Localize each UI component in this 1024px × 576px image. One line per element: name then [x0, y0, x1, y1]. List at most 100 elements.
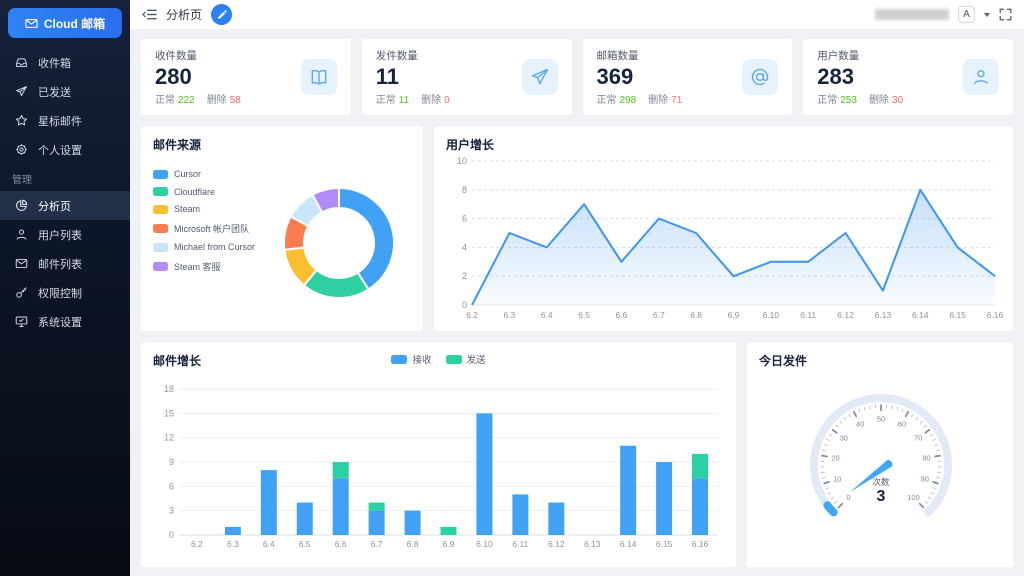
- bar-segment[interactable]: [368, 510, 385, 535]
- bar-segment[interactable]: [332, 478, 349, 535]
- sidebar-item-label: 已发送: [38, 86, 71, 99]
- svg-text:6.4: 6.4: [541, 310, 553, 320]
- at-icon: [742, 59, 779, 95]
- sidebar-item-0[interactable]: 收件箱: [0, 48, 130, 77]
- stat-title: 用户数量: [817, 49, 860, 62]
- svg-text:6.5: 6.5: [578, 310, 590, 320]
- sidebar-item-label: 用户列表: [38, 229, 82, 242]
- bar-segment[interactable]: [512, 494, 529, 535]
- svg-text:6.16: 6.16: [987, 310, 1003, 320]
- mail-growth-card: 邮件增长 接收 发送 0 3 6 9 12 15 18 6.2 6.3 6.4 6.5 6.6 6.7 6…: [140, 341, 737, 568]
- paper-plane-icon: [521, 59, 558, 95]
- stat-title: 邮箱数量: [596, 49, 639, 62]
- legend-swatch: [153, 223, 168, 233]
- stat-title: 发件数量: [375, 49, 418, 62]
- svg-text:70: 70: [914, 433, 922, 442]
- stat-value: 283: [817, 63, 854, 89]
- sidebar-item-4[interactable]: 系统设置: [0, 307, 130, 336]
- bottom-row: 邮件增长 接收 发送 0 3 6 9 12 15 18 6.2 6.3 6.4 6.5 6.6 6.7 6…: [140, 341, 1014, 568]
- page-title: 分析页: [166, 8, 203, 22]
- pie-legend-item-4[interactable]: Michael from Cursor: [153, 242, 263, 252]
- receive-swatch: [391, 354, 408, 364]
- mail-source-title: 邮件来源: [153, 138, 202, 152]
- svg-text:6.8: 6.8: [407, 539, 419, 549]
- legend-item-receive[interactable]: 接收: [391, 352, 432, 366]
- legend-label: Cloudflare: [174, 186, 216, 197]
- bar-segment[interactable]: [296, 502, 313, 535]
- svg-text:6.12: 6.12: [837, 310, 854, 320]
- sidebar-section-label: 管理: [12, 175, 32, 186]
- bar-segment[interactable]: [440, 526, 457, 535]
- bar-segment[interactable]: [656, 462, 673, 535]
- bar-segment[interactable]: [692, 453, 709, 479]
- envelope-icon: [25, 18, 38, 29]
- legend-swatch: [153, 242, 168, 252]
- sidebar-item-label: 权限控制: [38, 287, 82, 300]
- pencil-icon: [217, 9, 227, 20]
- legend-item-send[interactable]: 发送: [445, 352, 486, 366]
- svg-text:6.16: 6.16: [692, 539, 709, 549]
- stat-card-1: 发件数量 11 正常 11 删除 0: [360, 38, 573, 116]
- pie-legend-item-2[interactable]: Steam: [153, 204, 263, 214]
- legend-label: Steam 客服: [174, 261, 221, 272]
- svg-text:0: 0: [846, 493, 850, 502]
- bar-segment[interactable]: [404, 510, 421, 535]
- svg-text:4: 4: [462, 242, 467, 252]
- pie-slice-0[interactable]: [338, 186, 395, 291]
- svg-text:0: 0: [169, 530, 174, 540]
- bar-legend: 接收 发送: [141, 352, 736, 366]
- sidebar-nav-admin: 分析页用户列表邮件列表权限控制系统设置: [0, 191, 130, 336]
- svg-text:6.11: 6.11: [800, 310, 816, 320]
- bar-segment[interactable]: [332, 462, 349, 479]
- bar-segment[interactable]: [260, 470, 277, 535]
- user-growth-card: 用户增长 0 2 4 6 8 10 6.2 6.3 6.4 6.5 6.6 6.7 6.8 6.9 6.10…: [433, 125, 1014, 332]
- svg-text:6.15: 6.15: [949, 310, 966, 320]
- fullscreen-icon[interactable]: [999, 8, 1012, 21]
- sidebar-item-1[interactable]: 用户列表: [0, 220, 130, 249]
- svg-text:6.10: 6.10: [763, 310, 780, 320]
- pie-legend-item-1[interactable]: Cloudflare: [153, 187, 263, 197]
- stat-value: 11: [375, 63, 400, 89]
- bar-segment[interactable]: [692, 478, 709, 535]
- today-sent-title: 今日发件: [759, 354, 808, 368]
- pie-legend-item-3[interactable]: Microsoft 帐户团队: [153, 222, 263, 235]
- sidebar-item-label: 系统设置: [38, 316, 82, 329]
- svg-text:6.12: 6.12: [548, 539, 565, 549]
- sidebar-item-3[interactable]: 权限控制: [0, 278, 130, 307]
- pie-legend-item-0[interactable]: Cursor: [153, 169, 263, 179]
- edit-title-button[interactable]: [211, 4, 233, 25]
- sidebar-item-1[interactable]: 已发送: [0, 77, 130, 106]
- svg-text:6.5: 6.5: [299, 539, 311, 549]
- main-area: 分析页 A 收件数量 280 正常 222 删除 58 发件数量 11 正常 11 删除 0 邮箱数量 3…: [130, 0, 1024, 576]
- sidebar-item-2[interactable]: 星标邮件: [0, 106, 130, 135]
- bar-segment[interactable]: [224, 526, 241, 535]
- svg-text:6.7: 6.7: [371, 539, 383, 549]
- svg-text:0: 0: [462, 300, 467, 310]
- menu-fold-icon[interactable]: [142, 8, 157, 21]
- svg-text:10: 10: [833, 475, 841, 484]
- bar-segment[interactable]: [548, 502, 565, 535]
- svg-text:60: 60: [898, 420, 906, 429]
- pie-slice-5[interactable]: [311, 186, 340, 214]
- stat-value: 369: [596, 63, 634, 89]
- sidebar-item-3[interactable]: 个人设置: [0, 135, 130, 164]
- open-book-icon: [300, 59, 337, 95]
- svg-text:6.10: 6.10: [476, 539, 493, 549]
- avatar[interactable]: A: [958, 6, 975, 23]
- top-header: 分析页 A: [130, 0, 1024, 30]
- sidebar-item-2[interactable]: 邮件列表: [0, 249, 130, 278]
- logo-button[interactable]: Cloud 邮箱: [8, 8, 122, 38]
- chevron-down-icon[interactable]: [984, 12, 990, 17]
- sidebar-item-label: 星标邮件: [38, 115, 82, 128]
- sidebar-item-label: 邮件列表: [38, 258, 82, 271]
- pie-legend-item-5[interactable]: Steam 客服: [153, 260, 263, 273]
- legend-swatch: [153, 261, 168, 271]
- bar-segment[interactable]: [368, 502, 385, 511]
- paper-plane-icon: [15, 85, 28, 98]
- bar-segment[interactable]: [476, 413, 493, 535]
- svg-text:6.6: 6.6: [616, 310, 628, 320]
- bar-segment[interactable]: [620, 445, 637, 535]
- sidebar-item-0[interactable]: 分析页: [0, 191, 130, 220]
- today-sent-card: 今日发件 0 10 20 30 40 50 60 70 80 90 100 次数 3: [746, 341, 1014, 568]
- gauge-unit-label: 次数: [872, 477, 890, 487]
